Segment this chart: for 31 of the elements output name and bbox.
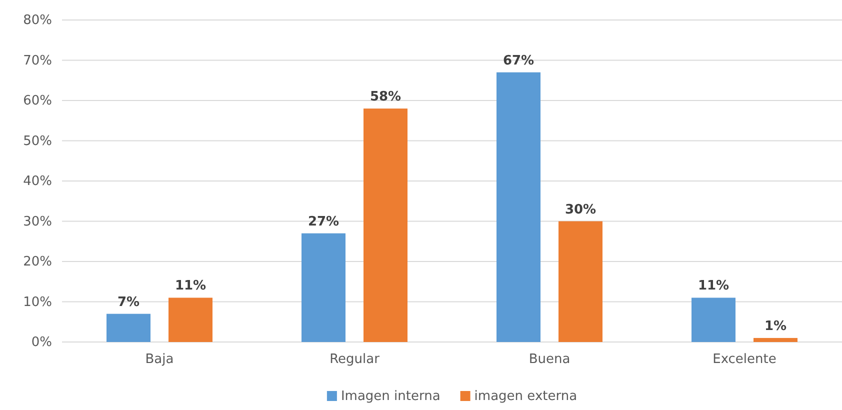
legend-label: imagen externa — [474, 389, 578, 404]
y-tick-label: 10% — [23, 294, 52, 310]
y-tick-label: 0% — [31, 335, 52, 350]
x-tick-label: Baja — [145, 352, 174, 368]
data-label: 67% — [502, 53, 534, 68]
data-label: 7% — [117, 294, 140, 310]
x-tick-label: Regular — [330, 352, 380, 368]
y-tick-label: 30% — [23, 214, 52, 230]
data-label: 58% — [370, 90, 402, 105]
data-label: 11% — [698, 278, 730, 294]
bar — [302, 233, 346, 342]
bar — [558, 221, 602, 342]
x-tick-label: Excelente — [712, 352, 776, 368]
y-tick-label: 60% — [23, 94, 52, 109]
legend-label: Imagen interna — [340, 389, 440, 404]
y-tick-label: 70% — [23, 53, 52, 68]
bar — [168, 298, 212, 342]
y-tick-label: 20% — [23, 254, 52, 270]
y-tick-label: 50% — [23, 134, 52, 149]
bar — [496, 72, 540, 342]
data-label: 27% — [308, 214, 340, 230]
data-label: 11% — [174, 278, 206, 294]
y-tick-label: 40% — [23, 174, 52, 190]
x-tick-label: Buena — [528, 352, 570, 368]
bar — [106, 314, 150, 342]
bar — [754, 338, 798, 342]
data-label: 1% — [764, 318, 787, 334]
y-tick-label: 80% — [23, 13, 52, 28]
data-label: 30% — [564, 202, 596, 218]
bar — [692, 298, 736, 342]
bar — [364, 108, 408, 342]
